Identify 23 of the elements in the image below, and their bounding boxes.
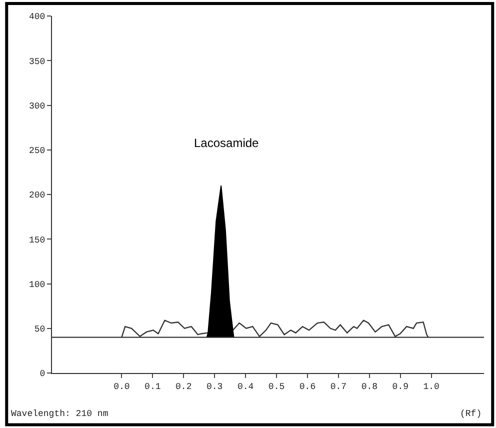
x-tick-label: 0.5 <box>268 382 285 392</box>
y-tick-label: 50 <box>34 324 46 335</box>
y-tick-label: 200 <box>28 190 46 201</box>
y-tick-label: 300 <box>28 101 46 112</box>
text: Wavelength: 210 nm <box>11 409 108 419</box>
x-tick-label: 0.1 <box>144 382 161 392</box>
y-tick-label: 350 <box>28 56 46 67</box>
y-tick-label: 0 <box>40 369 46 380</box>
x-tick-label: 1.0 <box>423 382 440 392</box>
y-tick-label: 150 <box>28 235 46 246</box>
x-tick-label: 0.0 <box>114 382 130 392</box>
x-tick-label: 0.2 <box>176 382 192 392</box>
x-tick-label: 0.8 <box>361 382 378 392</box>
annotation: Lacosamide <box>194 136 260 150</box>
x-tick-label: 0.4 <box>237 382 254 392</box>
text: (Rf) <box>460 409 482 419</box>
x-tick-label: 0.3 <box>206 382 223 392</box>
x-tick-label: 0.9 <box>392 382 408 392</box>
x-tick-label: 0.7 <box>330 382 347 392</box>
x-tick-label: 0.6 <box>299 382 316 392</box>
y-tick-label: 250 <box>28 146 46 156</box>
y-tick-label: 400 <box>28 12 46 22</box>
y-tick-label: 100 <box>28 280 46 290</box>
